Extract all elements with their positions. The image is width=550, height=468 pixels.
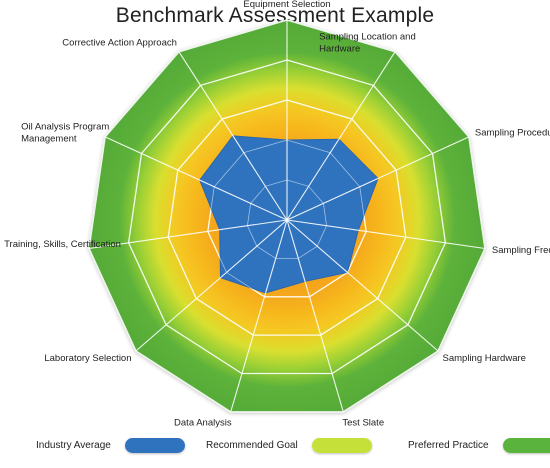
axis-label: Corrective Action Approach [62,38,177,49]
axis-label-line: Oil Analysis Program [21,121,109,132]
radar-series [199,135,379,294]
axis-label: Oil Analysis Program Management [21,121,109,144]
axis-label-line: Sampling Procedure [475,127,550,138]
legend-swatch [124,437,185,453]
axis-label-line: Training, Skills, Certification [4,239,121,250]
radar-spoke [286,219,486,250]
series-polygon-industry-average [199,135,379,294]
legend-label: Recommended Goal [206,439,298,451]
legend-item-industry-average: Industry Average [36,433,185,457]
radar-spoke [178,51,288,221]
radar-grid-ring [88,19,486,413]
axis-label: Training, Skills, Certification [4,239,121,250]
chart-title: Benchmark Assessment Example [115,4,435,27]
axis-label-line: Equipment Selection [243,0,330,10]
radar-spoke [286,219,344,413]
axis-label: Laboratory Selection [44,353,131,364]
radar-chart: Equipment Selection Sampling Location and… [4,0,550,429]
radar-grid-ring [127,59,447,375]
legend-swatch [311,437,372,453]
radar-spokes [88,20,486,413]
radar-spoke [286,136,470,221]
axis-label-line: Data Analysis [174,418,232,429]
axis-label: Sampling Hardware [443,353,526,364]
legend-label: Industry Average [36,439,111,451]
radar-spoke [104,136,288,221]
axis-label: Sampling Procedure [475,127,550,138]
radar-spoke [135,219,288,352]
radar-spoke [230,219,288,413]
radar-grid-ring-inner [207,139,367,298]
axis-label: Data Analysis [174,418,232,429]
axis-label-line: Corrective Action Approach [62,38,177,49]
radar-spoke [88,219,288,250]
radar-grid-ring [167,99,407,336]
radar-spoke [286,51,396,221]
axis-label: Sampling Location and Hardware [319,32,416,55]
chart-legend: Industry Average Recommended Goal Prefer… [0,433,550,457]
axis-label-line: Management [21,133,77,144]
radar-spoke [286,219,439,352]
legend-item-recommended-goal: Recommended Goal [206,433,372,457]
axis-label: Sampling Frequency [492,245,550,256]
axis-label: Equipment Selection [243,0,330,10]
axis-label-line: Hardware [319,44,360,55]
axis-label-line: Laboratory Selection [44,353,131,364]
legend-swatch [502,437,550,453]
radar-axis-labels: Equipment Selection Sampling Location and… [4,0,550,429]
axis-label-line: Sampling Frequency [492,245,550,256]
radar-grid-ring-inner [246,179,328,259]
axis-label-line: Sampling Hardware [443,353,526,364]
axis-label: Test Slate [342,418,384,429]
legend-item-preferred-practice: Preferred Practice [408,433,550,457]
axis-label-line: Test Slate [342,418,384,429]
legend-label: Preferred Practice [408,439,489,451]
axis-label-line: Sampling Location and [319,32,416,43]
